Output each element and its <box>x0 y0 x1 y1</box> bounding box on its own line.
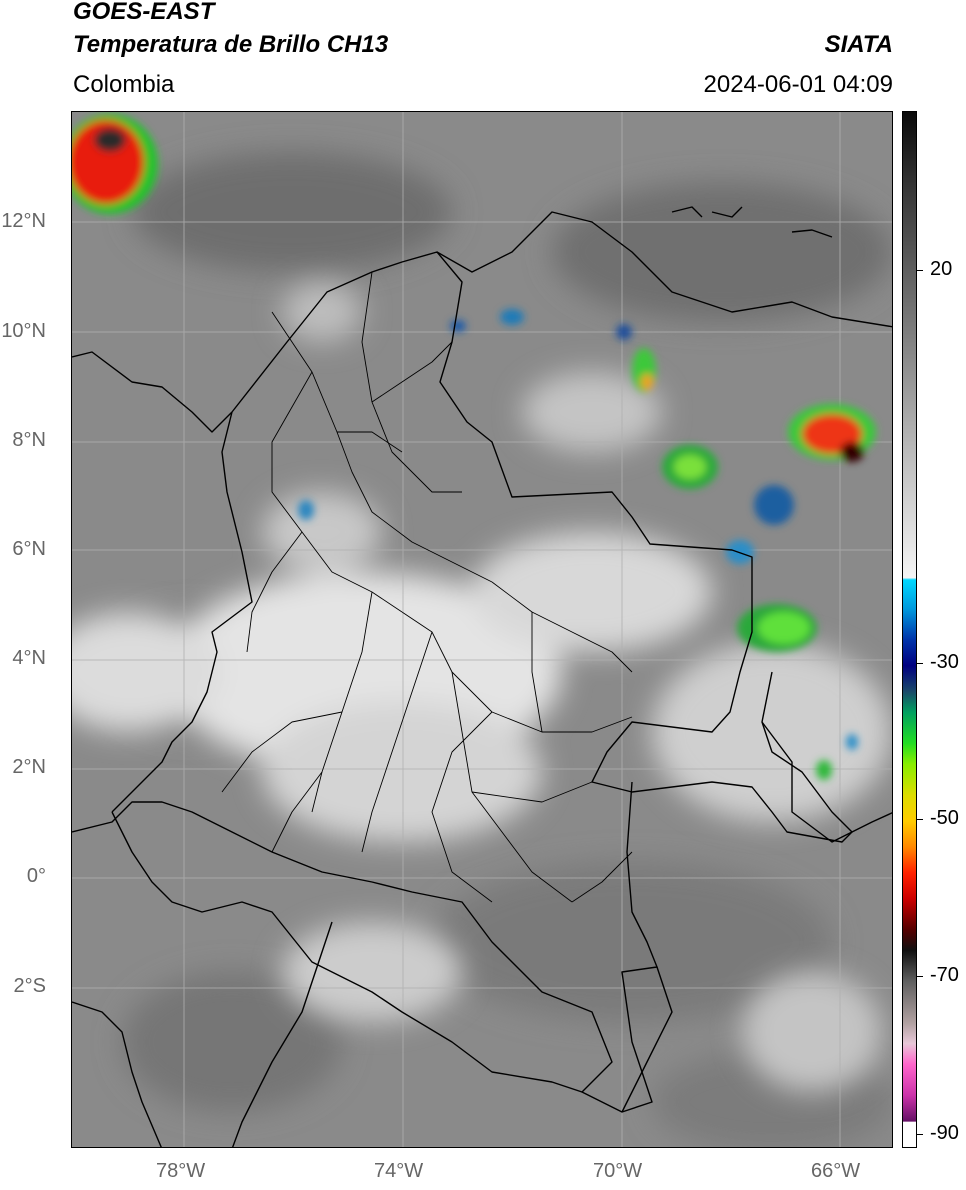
lon-label-78w: 78°W <box>156 1160 206 1182</box>
colorbar-label-minus50: -50 <box>930 807 959 829</box>
lat-label-12n: 12°N <box>1 210 46 232</box>
lon-label-74w: 74°W <box>374 1160 424 1182</box>
lat-label-2s: 2°S <box>13 975 46 997</box>
lat-label-0: 0° <box>26 865 46 887</box>
source-label: SIATA <box>824 31 893 58</box>
storm-cells <box>72 114 876 780</box>
satellite-title: GOES-EAST <box>73 0 215 25</box>
colorbar-label-minus90: -90 <box>930 1122 959 1144</box>
colorbar-label-minus70: -70 <box>930 964 959 986</box>
lat-label-8n: 8°N <box>12 429 46 451</box>
lat-label-10n: 10°N <box>1 320 46 342</box>
country-borders <box>72 206 892 1147</box>
lon-label-70w: 70°W <box>593 1160 643 1182</box>
graticule <box>72 112 892 1147</box>
cloud-field-bright <box>72 282 892 1092</box>
lat-label-4n: 4°N <box>12 647 46 669</box>
satellite-map <box>71 111 893 1148</box>
lat-label-6n: 6°N <box>12 538 46 560</box>
datetime-label: 2024-06-01 04:09 <box>703 71 894 98</box>
map-canvas <box>72 112 892 1147</box>
department-borders <box>221 271 633 903</box>
colorbar-label-20: 20 <box>930 258 953 280</box>
region-label: Colombia <box>73 71 175 98</box>
lon-label-66w: 66°W <box>811 1160 861 1182</box>
product-title: Temperatura de Brillo CH13 <box>73 31 389 58</box>
temperature-colorbar <box>902 111 917 1148</box>
lat-label-2n: 2°N <box>12 756 46 778</box>
colorbar-label-minus30: -30 <box>930 651 959 673</box>
cloud-field-dark <box>102 152 892 1147</box>
